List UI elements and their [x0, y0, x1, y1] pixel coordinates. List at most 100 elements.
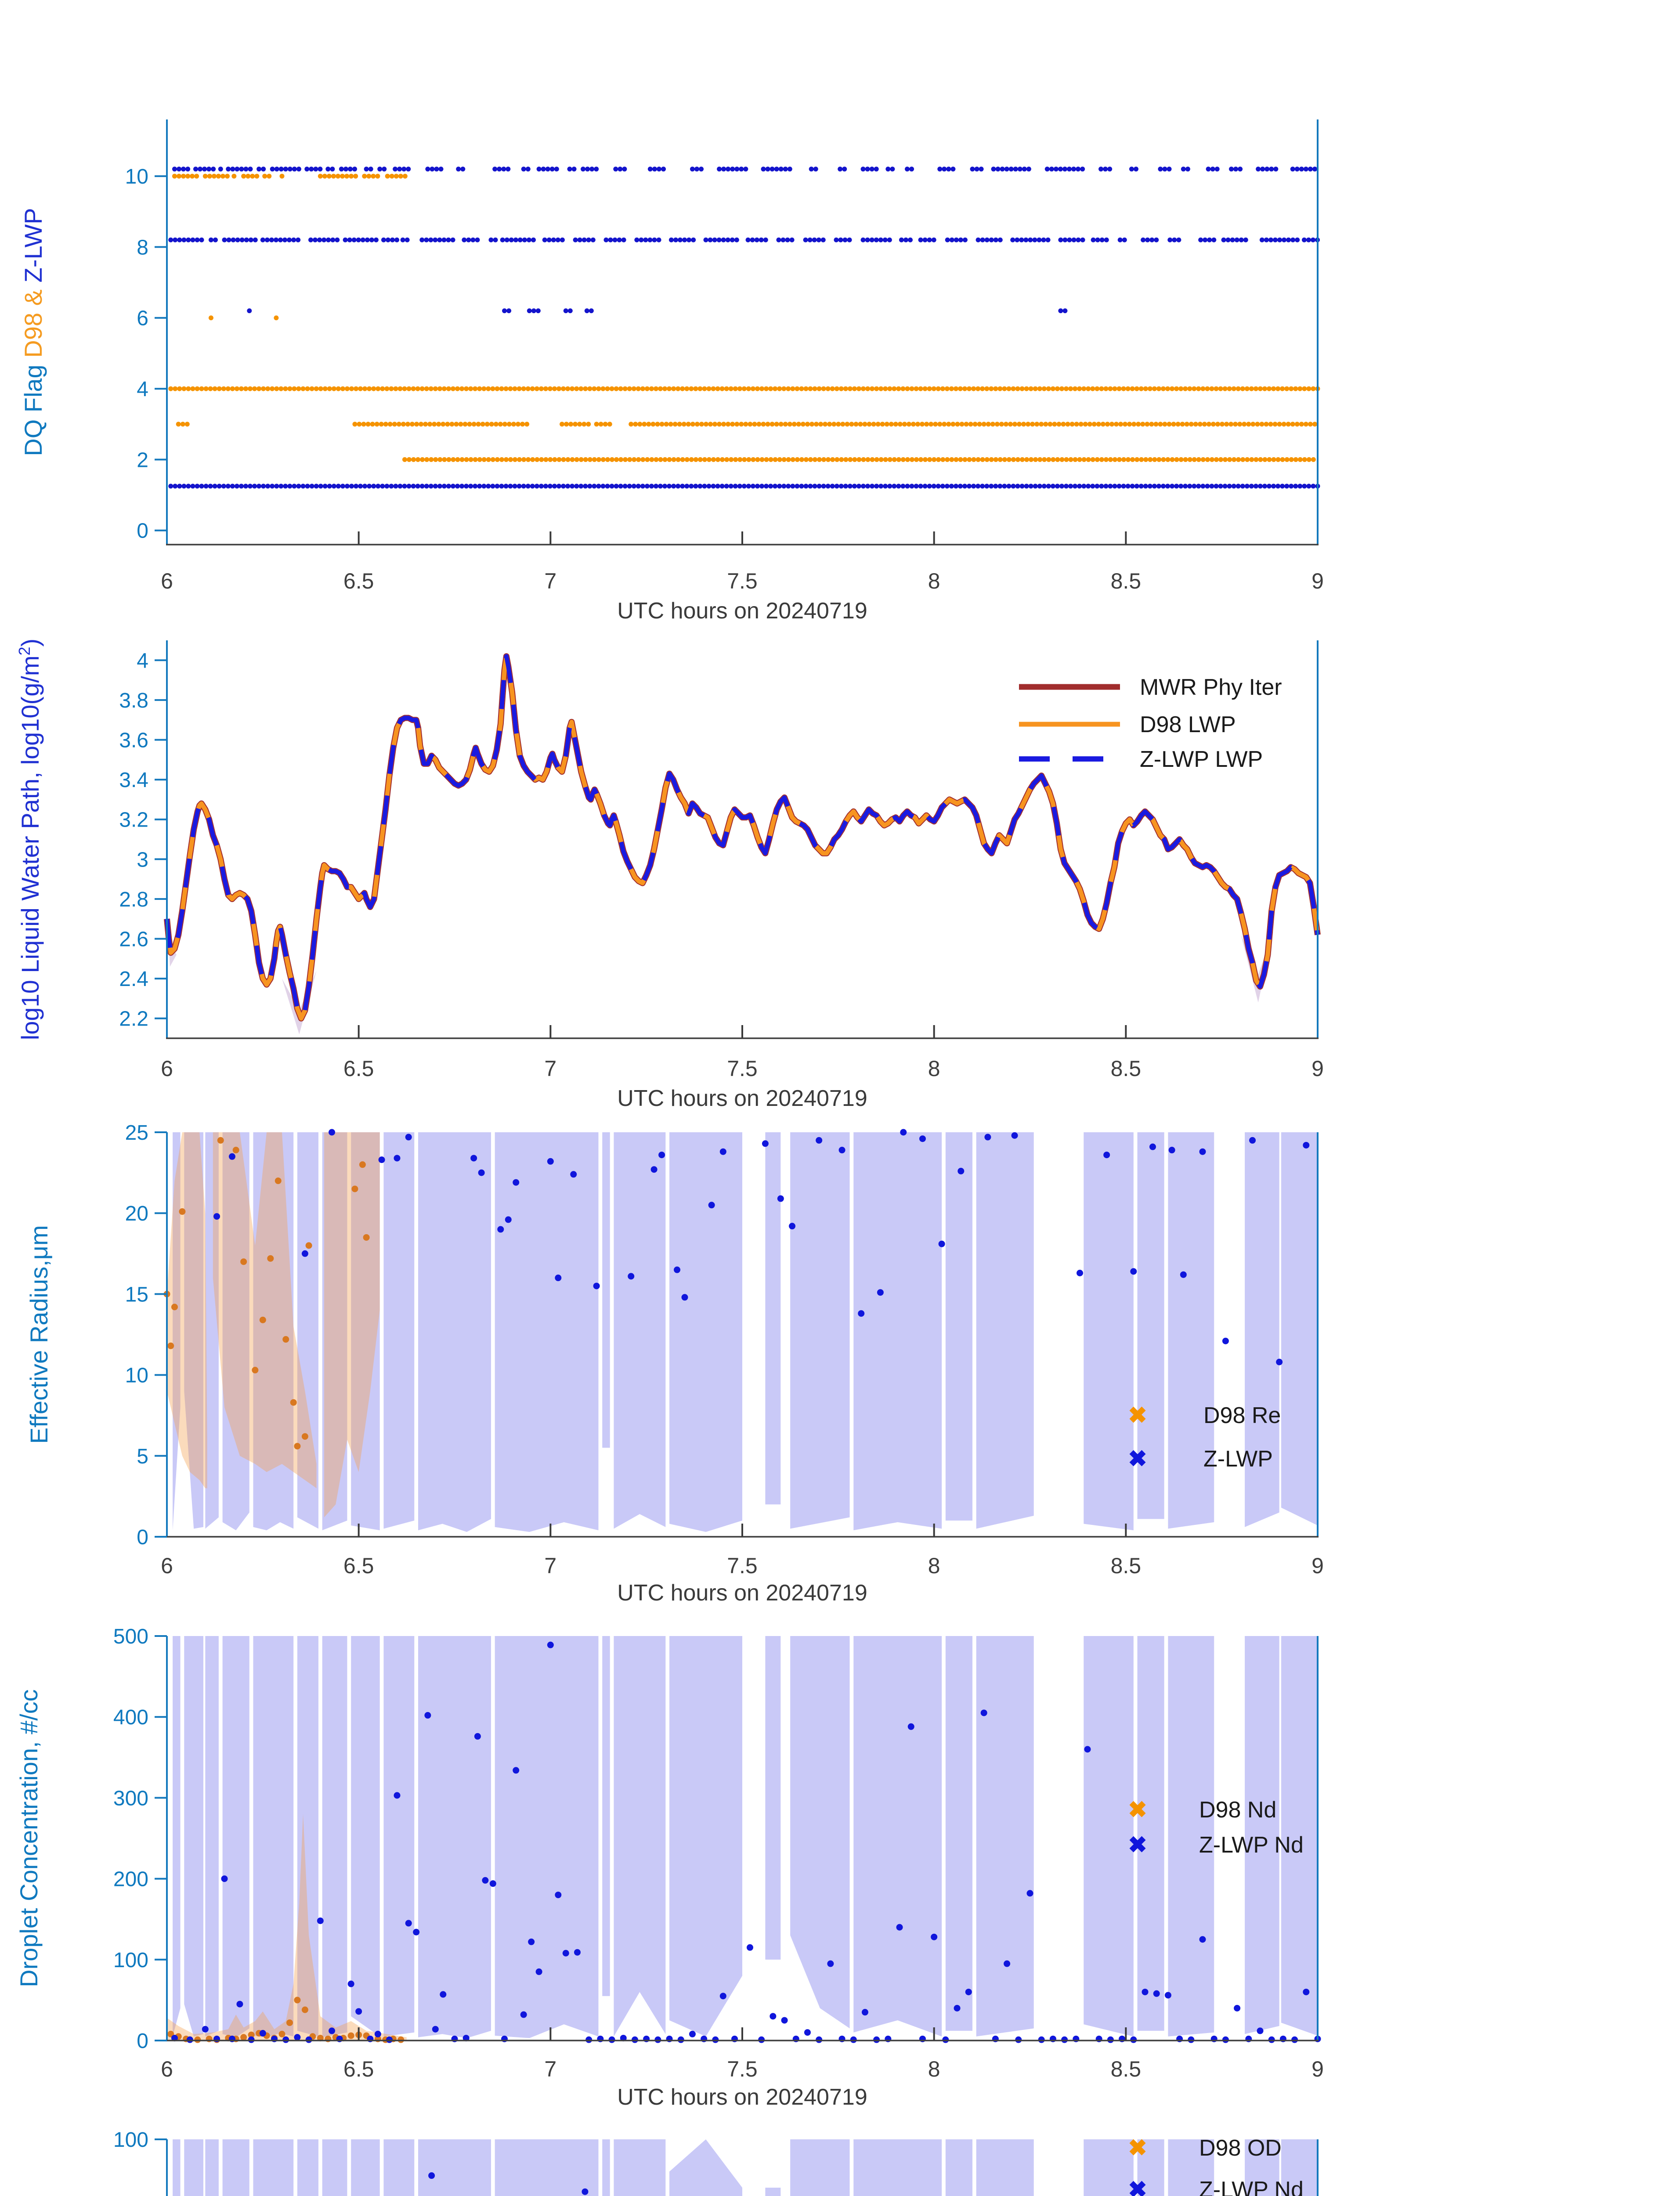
blue-flag-dot — [199, 237, 204, 242]
zlwp-point — [1291, 2036, 1298, 2043]
zlwp-point — [781, 2017, 788, 2024]
orange-flag-dot — [292, 386, 297, 391]
orange-flag-dot — [1237, 422, 1243, 427]
orange-flag-dot — [1050, 386, 1055, 391]
orange-flag-dot — [530, 457, 535, 462]
blue-flag-dot — [694, 166, 700, 172]
blue-flag-dot — [1028, 484, 1033, 489]
blue-flag-dot — [235, 237, 240, 242]
orange-flag-dot — [1077, 386, 1082, 391]
blue-flag-dot — [218, 166, 223, 172]
orange-flag-dot — [915, 422, 921, 427]
blue-flag-dot — [1221, 237, 1226, 242]
zlwp-point — [248, 2036, 255, 2043]
blue-flag-dot — [759, 237, 764, 242]
orange-flag-dot — [1020, 457, 1025, 462]
blue-flag-dot — [865, 166, 870, 172]
lavender-band — [222, 1636, 249, 2037]
zlwp-point — [593, 1282, 600, 1289]
orange-flag-dot — [534, 386, 539, 391]
orange-flag-dot — [856, 457, 862, 462]
orange-flag-dot — [1218, 386, 1223, 391]
zlwp-point — [202, 2026, 209, 2033]
blue-flag-dot — [248, 237, 253, 242]
orange-flag-dot — [1160, 386, 1166, 391]
blue-flag-dot — [909, 166, 914, 172]
orange-flag-dot — [217, 386, 222, 391]
blue-flag-dot — [309, 484, 314, 489]
orange-flag-dot — [664, 422, 669, 427]
legend-label: D98 Nd — [1199, 1797, 1276, 1823]
blue-flag-dot — [495, 484, 500, 489]
blue-flag-dot — [1041, 237, 1046, 242]
blue-flag-dot — [746, 484, 751, 489]
zlwp-point — [474, 1733, 481, 1740]
orange-flag-dot — [989, 457, 994, 462]
blue-flag-dot — [1200, 484, 1206, 489]
orange-flag-dot — [1028, 386, 1033, 391]
orange-flag-dot — [849, 422, 854, 427]
orange-flag-dot — [918, 386, 923, 391]
blue-flag-dot — [1297, 484, 1303, 489]
orange-flag-dot — [954, 457, 959, 462]
blue-flag-dot — [878, 237, 883, 242]
orange-flag-dot — [994, 422, 1000, 427]
orange-flag-dot — [318, 173, 323, 179]
lavender-band — [205, 2139, 219, 2196]
blue-flag-dot — [1174, 484, 1179, 489]
orange-flag-dot — [499, 457, 504, 462]
legend: ✖ D98 Re✖ Z-LWP — [1128, 1403, 1281, 1472]
orange-flag-dot — [358, 386, 363, 391]
blue-flag-dot — [493, 237, 498, 242]
orange-flag-dot — [931, 386, 936, 391]
orange-flag-dot — [658, 457, 663, 462]
blue-flag-dot — [946, 166, 951, 172]
orange-flag-dot — [568, 422, 574, 427]
blue-flag-dot — [1116, 484, 1122, 489]
lavender-band — [253, 2139, 294, 2196]
orange-flag-dot — [538, 386, 544, 391]
orange-flag-dot — [296, 386, 301, 391]
blue-flag-dot — [1046, 484, 1051, 489]
orange-flag-dot — [1061, 422, 1066, 427]
blue-flag-dot — [1062, 308, 1068, 314]
blue-flag-dot — [437, 484, 442, 489]
blue-flag-dot — [589, 308, 594, 314]
lavender-band — [418, 2139, 491, 2196]
orange-flag-dot — [257, 386, 262, 391]
orange-flag-dot — [662, 386, 668, 391]
blue-flag-dot — [980, 484, 985, 489]
orange-flag-dot — [1268, 422, 1273, 427]
blue-flag-dot — [1058, 308, 1063, 314]
blue-flag-dot — [647, 166, 653, 172]
orange-flag-dot — [636, 386, 641, 391]
x-tick-label: 8.5 — [1111, 1056, 1142, 1081]
y-tick-label: 4 — [137, 649, 148, 672]
y-axis-title: DQ Flag D98 & Z-LWP — [19, 208, 47, 456]
orange-flag-dot — [972, 422, 978, 427]
zlwp-point — [1234, 2005, 1241, 2012]
blue-flag-dot — [781, 484, 787, 489]
zlwp-point — [689, 2030, 696, 2037]
orange-flag-dot — [503, 457, 509, 462]
orange-flag-dot — [349, 173, 354, 179]
blue-flag-dot — [627, 484, 632, 489]
orange-flag-dot — [424, 457, 430, 462]
zlwp-point — [355, 2008, 362, 2015]
blue-flag-dot — [702, 484, 707, 489]
orange-flag-dot — [671, 386, 676, 391]
blue-flag-dot — [812, 484, 817, 489]
zlwp-point — [513, 1179, 520, 1186]
blue-flag-dot — [406, 166, 411, 172]
orange-flag-dot — [715, 457, 721, 462]
orange-flag-dot — [587, 457, 593, 462]
orange-flag-dot — [216, 173, 221, 179]
legend-x-marker: ✖ — [1128, 2135, 1147, 2161]
orange-flag-dot — [911, 422, 916, 427]
orange-flag-dot — [756, 422, 762, 427]
blue-flag-dot — [1205, 484, 1210, 489]
blue-flag-dot — [1024, 484, 1029, 489]
orange-flag-dot — [1214, 457, 1219, 462]
orange-flag-dot — [770, 422, 775, 427]
orange-flag-dot — [486, 457, 491, 462]
